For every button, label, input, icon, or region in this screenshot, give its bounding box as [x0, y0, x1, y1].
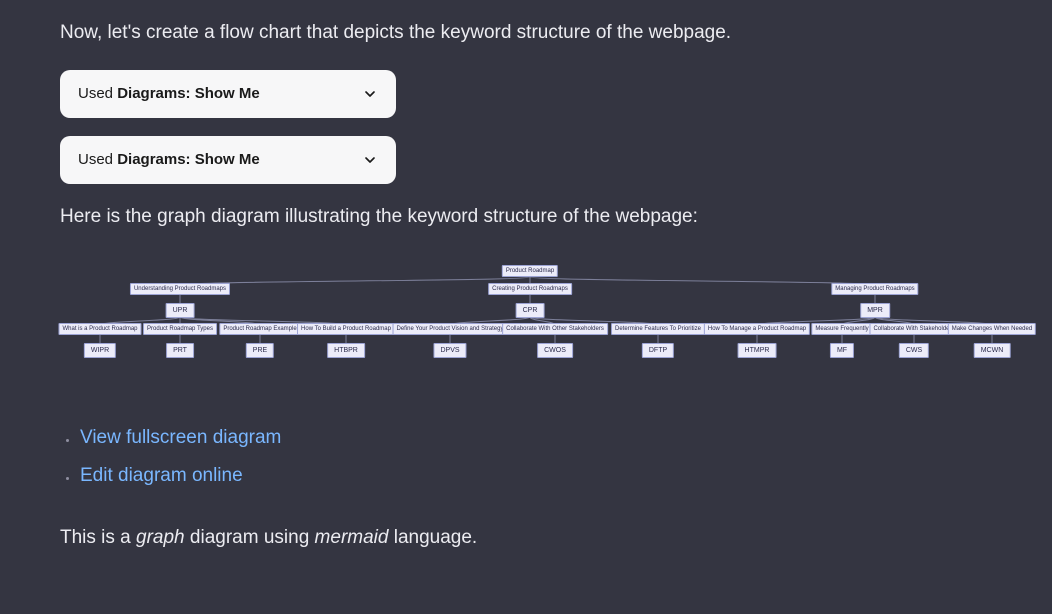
diagram-node: Understanding Product Roadmaps [130, 283, 230, 296]
chevron-down-icon [362, 152, 378, 168]
diagram-links-list: View fullscreen diagram Edit diagram onl… [60, 419, 992, 495]
diagram-node: HTMPR [738, 343, 777, 359]
diagram-node: What is a Product Roadmap [58, 323, 141, 336]
diagram-node: Creating Product Roadmaps [488, 283, 572, 296]
diagram-node: PRE [246, 343, 274, 359]
diagram-node: Define Your Product Vision and Strategy [393, 323, 508, 336]
diagram-node: Measure Frequently [811, 323, 872, 336]
diagram-node: HTBPR [327, 343, 365, 359]
diagram-node: MF [830, 343, 854, 359]
diagram-node: How To Build a Product Roadmap [297, 323, 395, 336]
dropdown-label: Used Diagrams: Show Me [78, 148, 260, 172]
chevron-down-icon [362, 86, 378, 102]
diagram-node: Product Roadmap Types [143, 323, 217, 336]
dropdown-label: Used Diagrams: Show Me [78, 82, 260, 106]
diagram-node: MCWN [974, 343, 1011, 359]
diagram-node: MPR [860, 303, 890, 319]
diagram-node: UPR [166, 303, 195, 319]
diagram-node: Managing Product Roadmaps [831, 283, 918, 296]
used-diagrams-button-2[interactable]: Used Diagrams: Show Me [60, 136, 396, 184]
caption-text: Here is the graph diagram illustrating t… [60, 202, 992, 232]
diagram-node: Determine Features To Prioritize [611, 323, 705, 336]
diagram-node: Product Roadmap [502, 265, 558, 278]
diagram-node: CPR [516, 303, 545, 319]
diagram-node: DPVS [433, 343, 466, 359]
diagram-node: CWS [899, 343, 929, 359]
diagram-node: Product Roadmap Example [219, 323, 300, 336]
diagram-node: CWOS [537, 343, 573, 359]
edit-online-link[interactable]: Edit diagram online [80, 465, 243, 486]
diagram-node: WIPR [84, 343, 116, 359]
used-diagrams-button-1[interactable]: Used Diagrams: Show Me [60, 70, 396, 118]
diagram-node: PRT [166, 343, 194, 359]
footer-text: This is a graph diagram using mermaid la… [60, 523, 992, 553]
intro-text: Now, let's create a flow chart that depi… [60, 18, 992, 48]
diagram-node: Collaborate With Stakeholders [869, 323, 958, 336]
diagram-node: Collaborate With Other Stakeholders [502, 323, 608, 336]
diagram-node: Make Changes When Needed [948, 323, 1036, 336]
view-fullscreen-link[interactable]: View fullscreen diagram [80, 427, 281, 448]
keyword-structure-diagram: Product Roadmap Understanding Product Roa… [60, 259, 1000, 389]
diagram-node: DFTP [642, 343, 674, 359]
diagram-node: How To Manage a Product Roadmap [704, 323, 810, 336]
